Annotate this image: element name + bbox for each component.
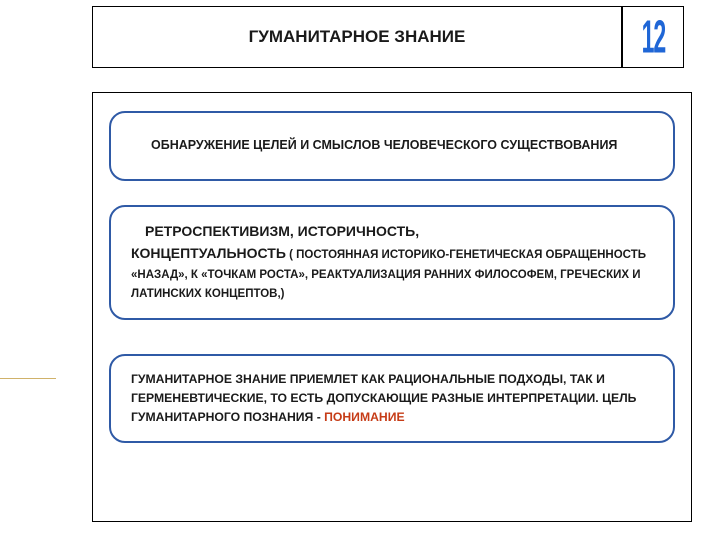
card2-lead-a: РЕТРОСПЕКТИВИЗМ, ИСТОРИЧНОСТЬ, [131,223,419,239]
card-goals-text: ОБНАРУЖЕНИЕ ЦЕЛЕЙ И СМЫСЛОВ ЧЕЛОВЕЧЕСКОГ… [151,137,617,155]
page-number: 12 [641,11,664,64]
card-retrospectivism: РЕТРОСПЕКТИВИЗМ, ИСТОРИЧНОСТЬ, КОНЦЕПТУА… [109,205,675,320]
slide: ГУМАНИТАРНОЕ ЗНАНИЕ 12 ОБНАРУЖЕНИЕ ЦЕЛЕЙ… [0,0,720,540]
card3-accent: ПОНИМАНИЕ [324,410,404,424]
card-understanding: ГУМАНИТАРНОЕ ЗНАНИЕ ПРИЕМЛЕТ КАК РАЦИОНА… [109,354,675,443]
header-title: ГУМАНИТАРНОЕ ЗНАНИЕ [249,27,466,47]
header-box: ГУМАНИТАРНОЕ ЗНАНИЕ [92,6,622,68]
page-number-box: 12 [622,6,684,68]
decor-rule [0,378,56,379]
content-panel: ОБНАРУЖЕНИЕ ЦЕЛЕЙ И СМЫСЛОВ ЧЕЛОВЕЧЕСКОГ… [92,92,692,522]
card-goals: ОБНАРУЖЕНИЕ ЦЕЛЕЙ И СМЫСЛОВ ЧЕЛОВЕЧЕСКОГ… [109,111,675,181]
spacer [109,320,675,354]
card2-lead-b: КОНЦЕПТУАЛЬНОСТЬ [131,245,286,261]
spacer [109,181,675,205]
